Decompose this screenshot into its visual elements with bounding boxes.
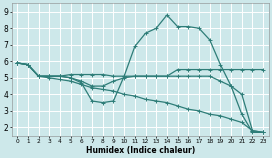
X-axis label: Humidex (Indice chaleur): Humidex (Indice chaleur) — [86, 146, 195, 155]
